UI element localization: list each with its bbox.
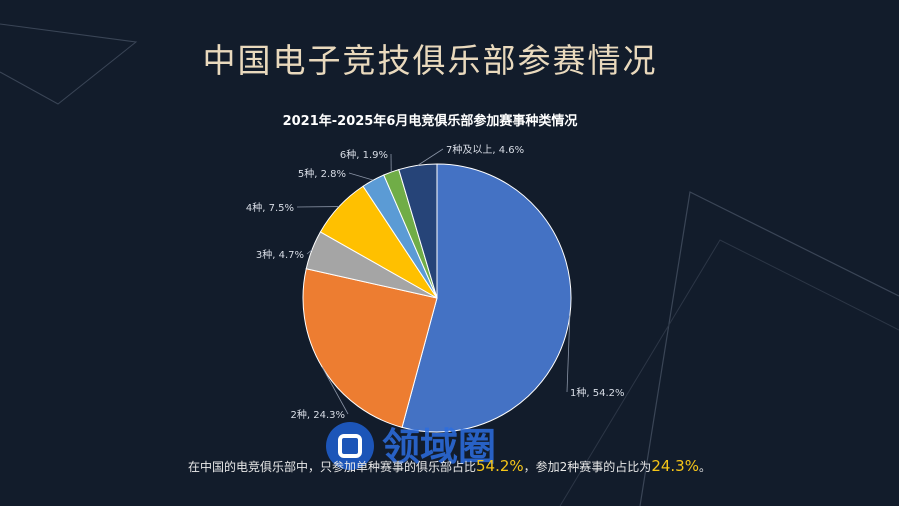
slice-label-5: 5种, 2.8% <box>298 167 346 180</box>
decor-line-topleft <box>0 23 138 105</box>
chart-title: 2021年-2025年6月电竞俱乐部参加赛事种类情况 <box>282 114 578 129</box>
leader-line-1 <box>566 315 571 393</box>
summary-text: 在中国的电竞俱乐部中，只参加单种赛事的俱乐部占比54.2%，参加2种赛事的占比为… <box>0 457 899 475</box>
slice-label-2: 2种, 24.3% <box>291 408 346 421</box>
summary-value-2: 24.3% <box>651 457 699 475</box>
summary-middle: ，参加2种赛事的占比为 <box>523 460 652 474</box>
summary-prefix: 在中国的电竞俱乐部中，只参加单种赛事的俱乐部占比 <box>188 460 477 474</box>
pie-slice-2 <box>302 268 438 428</box>
watermark-circle-icon <box>326 422 374 470</box>
decor-line-right-inner <box>559 239 899 506</box>
watermark-text: 领域圈 <box>382 425 496 469</box>
pie-slice-7 <box>398 163 438 299</box>
slice-label-3: 3种, 4.7% <box>256 248 304 261</box>
leader-line-2 <box>321 367 349 415</box>
slice-label-4: 4种, 7.5% <box>246 201 294 214</box>
slice-label-1: 1种, 54.2% <box>570 386 625 399</box>
page-title: 中国电子竞技俱乐部参赛情况 <box>202 41 658 80</box>
slice-label-6: 6种, 1.9% <box>340 148 388 161</box>
summary-value-1: 54.2% <box>476 457 524 475</box>
leader-line-5 <box>348 172 374 181</box>
summary-suffix: 。 <box>698 460 711 474</box>
leader-line-3 <box>306 249 313 255</box>
decor-line-right <box>639 191 899 506</box>
slice-label-7: 7种及以上, 4.6% <box>446 143 524 156</box>
leader-line-7 <box>417 148 444 166</box>
watermark-logo: 领域圈 <box>326 422 496 470</box>
